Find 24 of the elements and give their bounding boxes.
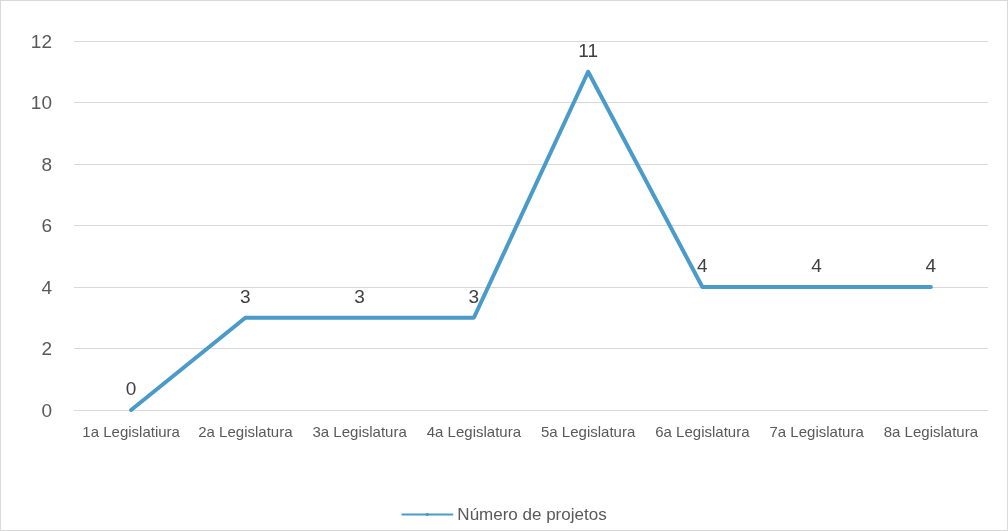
y-tick-label: 4 [41,276,53,298]
data-label: 3 [354,285,365,307]
y-tick-label: 6 [41,215,52,236]
x-tick-label: 2a Legislatura [198,422,294,440]
y-tick-label: 2 [41,338,52,359]
x-tick-label: 3a Legislatura [312,422,408,440]
data-label: 4 [811,255,823,276]
x-tick-label: 8a Legislatura [883,422,979,440]
x-tick-label: 7a Legislatura [769,422,865,440]
x-tick-label: 6a Legislatura [655,422,751,440]
y-tick-label: 10 [30,92,52,113]
y-tick-label: 12 [30,30,52,52]
data-label: 3 [468,285,480,307]
data-label: 0 [125,378,137,399]
legend-label: Número de projetos [457,505,607,524]
y-tick-label: 0 [41,399,52,421]
data-label: 3 [240,285,251,307]
x-tick-label: 4a Legislatura [426,422,522,440]
data-label: 4 [925,255,937,276]
x-tick-label: 1a Legislatiura [82,422,181,440]
x-tick-label: 5a Legislatura [541,422,636,440]
y-tick-label: 8 [41,153,52,175]
data-label: 11 [578,39,598,61]
data-label: 4 [697,255,709,276]
